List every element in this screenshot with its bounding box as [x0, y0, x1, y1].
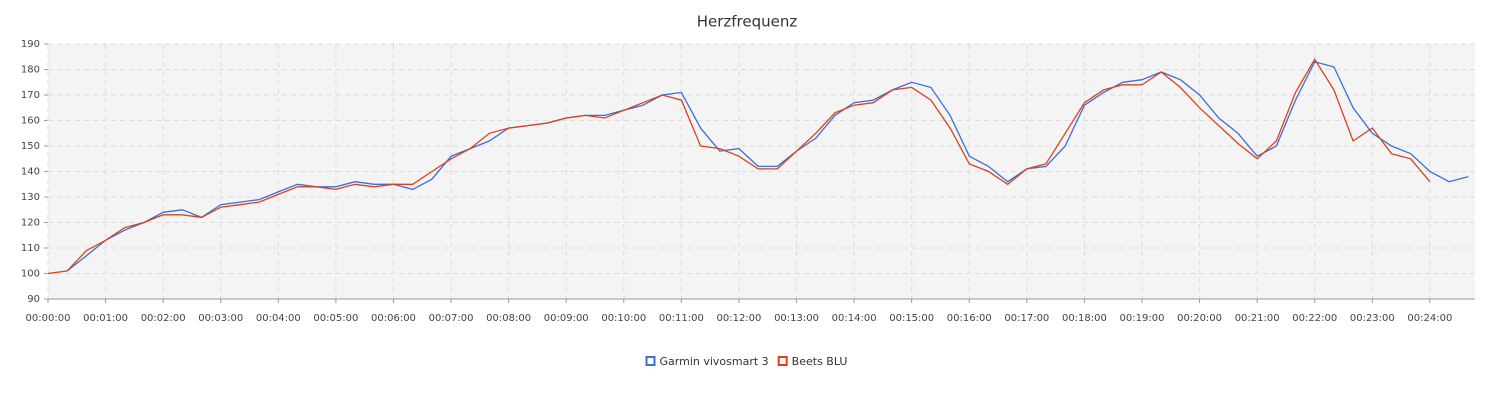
x-tick-label: 00:07:00 — [429, 313, 474, 324]
x-tick-label: 00:10:00 — [601, 313, 646, 324]
x-tick-label: 00:24:00 — [1407, 313, 1452, 324]
x-tick-label: 00:11:00 — [659, 313, 704, 324]
x-tick-label: 00:22:00 — [1292, 313, 1337, 324]
x-tick-label: 00:02:00 — [141, 313, 186, 324]
x-tick-label: 00:09:00 — [544, 313, 589, 324]
x-tick-label: 00:00:00 — [26, 313, 71, 324]
legend: Garmin vivosmart 3 Beets BLU — [645, 355, 848, 368]
x-tick-label: 00:03:00 — [198, 313, 243, 324]
x-tick-label: 00:06:00 — [371, 313, 416, 324]
series-line — [66, 61, 1469, 272]
y-tick-label: 190 — [21, 39, 40, 50]
x-tick-label: 00:20:00 — [1177, 313, 1222, 324]
x-tick-label: 00:23:00 — [1350, 313, 1395, 324]
x-tick-label: 00:17:00 — [1004, 313, 1049, 324]
series-line — [47, 58, 1431, 275]
x-tick-label: 00:19:00 — [1120, 313, 1165, 324]
x-tick-label: 00:18:00 — [1062, 313, 1107, 324]
x-tick-label: 00:12:00 — [716, 313, 761, 324]
y-tick-label: 90 — [27, 294, 40, 305]
chart-title: Herzfrequenz — [697, 13, 798, 31]
x-tick-label: 00:13:00 — [774, 313, 819, 324]
y-tick-label: 130 — [21, 192, 40, 203]
y-tick-label: 150 — [21, 141, 40, 152]
y-tick-label: 180 — [21, 65, 40, 76]
x-tick-label: 00:01:00 — [83, 313, 128, 324]
legend-marker — [645, 356, 656, 366]
x-tick-label: 00:04:00 — [256, 313, 301, 324]
x-tick-label: 00:15:00 — [889, 313, 934, 324]
x-tick-label: 00:16:00 — [947, 313, 992, 324]
y-tick-label: 100 — [21, 269, 40, 280]
x-tick-label: 00:21:00 — [1235, 313, 1280, 324]
legend-label: Beets BLU — [792, 355, 848, 368]
legend-marker — [777, 356, 788, 366]
x-tick-label: 00:14:00 — [832, 313, 877, 324]
x-tick-label: 00:05:00 — [313, 313, 358, 324]
y-tick-label: 110 — [21, 243, 40, 254]
y-tick-label: 140 — [21, 167, 40, 178]
y-tick-label: 120 — [21, 218, 40, 229]
x-tick-label: 00:08:00 — [486, 313, 531, 324]
legend-label: Garmin vivosmart 3 — [660, 355, 769, 368]
y-tick-label: 170 — [21, 90, 40, 101]
y-tick-label: 160 — [21, 116, 40, 127]
